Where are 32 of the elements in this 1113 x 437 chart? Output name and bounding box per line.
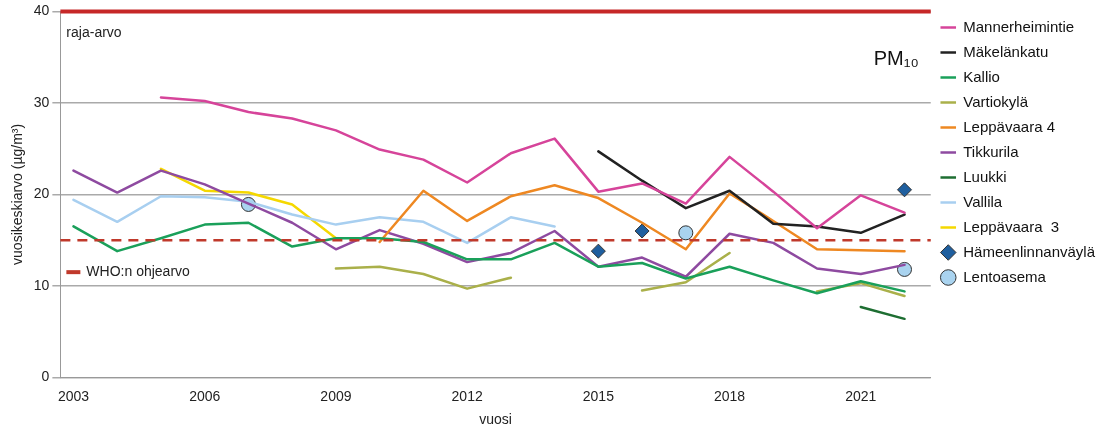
y-tick-label: 40 bbox=[33, 2, 50, 19]
point bbox=[634, 223, 650, 239]
x-tick-label: 2006 bbox=[189, 387, 221, 404]
legend-label: Vartiokylä bbox=[963, 92, 1029, 110]
legend-label: Leppävaara 3 bbox=[963, 217, 1060, 235]
legend-label: Mannerheimintie bbox=[963, 17, 1075, 35]
legend-label: Hämeenlinnanväylä bbox=[963, 242, 1096, 260]
legend-label: Mäkelänkatu bbox=[963, 42, 1049, 60]
y-tick-label: 30 bbox=[33, 93, 50, 110]
y-tick-label: 10 bbox=[33, 276, 50, 293]
legend-label: Leppävaara 4 bbox=[963, 117, 1055, 135]
x-tick-label: 2003 bbox=[57, 387, 90, 404]
legend-label: Lentoasema bbox=[963, 267, 1047, 285]
point bbox=[590, 243, 606, 259]
x-tick-label: 2021 bbox=[845, 387, 877, 404]
point bbox=[897, 182, 913, 198]
x-axis-title: vuosi bbox=[479, 411, 512, 428]
ref-line-label: raja-arvo bbox=[66, 24, 122, 41]
x-tick-label: 2015 bbox=[582, 387, 615, 404]
point bbox=[678, 225, 694, 241]
y-axis-title: vuosikeskiarvo (µg/m³) bbox=[9, 123, 26, 265]
y-tick-label: 0 bbox=[41, 368, 50, 385]
legend-label: Kallio bbox=[963, 67, 1000, 85]
x-tick-label: 2009 bbox=[320, 387, 352, 404]
y-tick-label: 20 bbox=[33, 185, 50, 202]
x-tick-label: 2012 bbox=[451, 387, 483, 404]
text: PM₁₀ bbox=[873, 46, 919, 69]
legend-label: Vallila bbox=[963, 192, 1003, 210]
legend-label: WHO:n ohjearvo bbox=[86, 263, 191, 280]
x-tick-label: 2018 bbox=[713, 387, 746, 404]
legend-label: Tikkurila bbox=[963, 142, 1020, 160]
legend-label: Luukki bbox=[963, 167, 1007, 185]
